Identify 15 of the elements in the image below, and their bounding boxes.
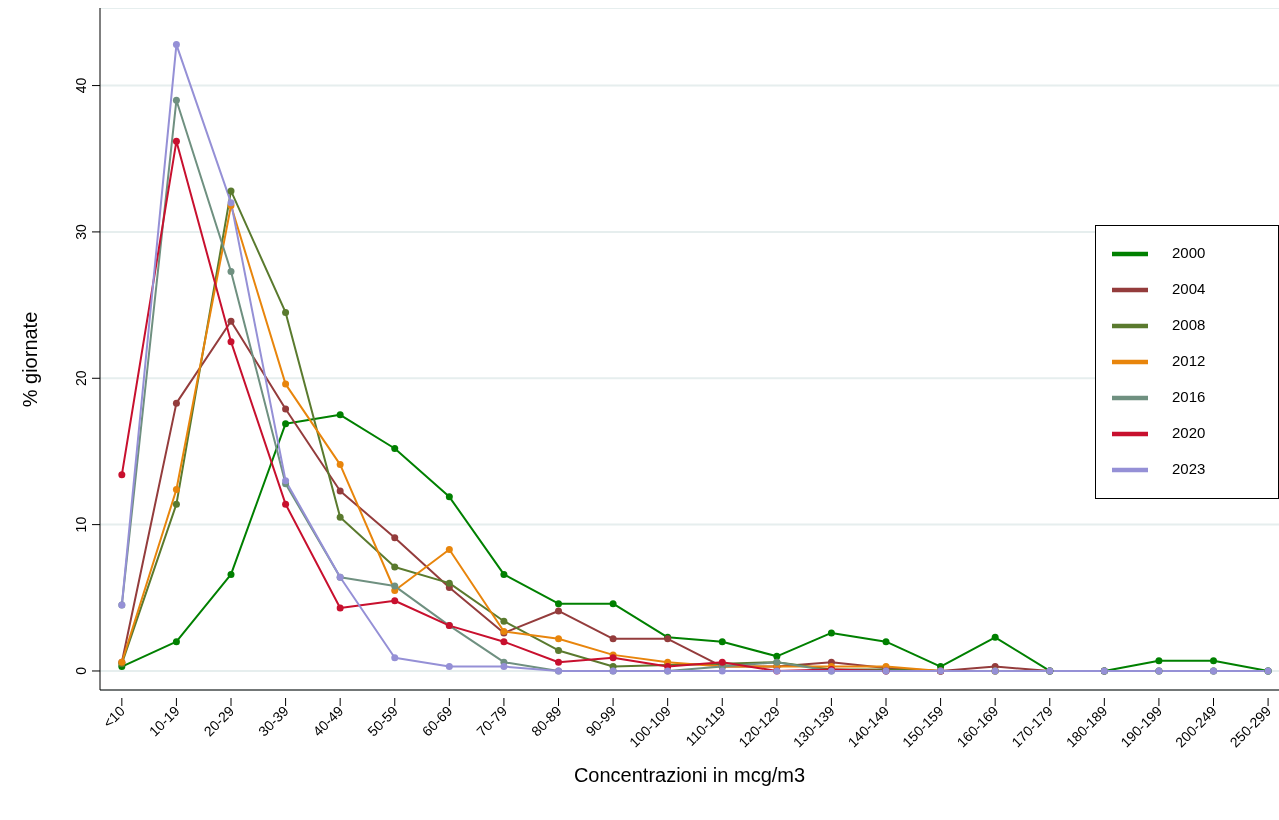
legend-label: 2000 (1172, 244, 1206, 262)
y-tick-label: 10 (73, 516, 89, 533)
y-tick-label: 0 (73, 666, 89, 675)
legend-label: 2016 (1172, 388, 1206, 406)
legend-label: 2004 (1172, 280, 1206, 298)
y-tick-label: 40 (73, 77, 89, 94)
legend-label: 2008 (1172, 316, 1206, 334)
y-tick-label: 20 (73, 370, 89, 387)
y-tick-label: 30 (73, 223, 89, 240)
x-axis-title: Concentrazioni in mcg/m3 (572, 764, 807, 787)
legend-label: 2020 (1172, 424, 1206, 442)
y-axis-title: % giornate (18, 311, 42, 408)
legend-label: 2023 (1172, 460, 1206, 478)
legend-label: 2012 (1172, 352, 1206, 370)
x-tick-label: <10 (99, 702, 129, 731)
